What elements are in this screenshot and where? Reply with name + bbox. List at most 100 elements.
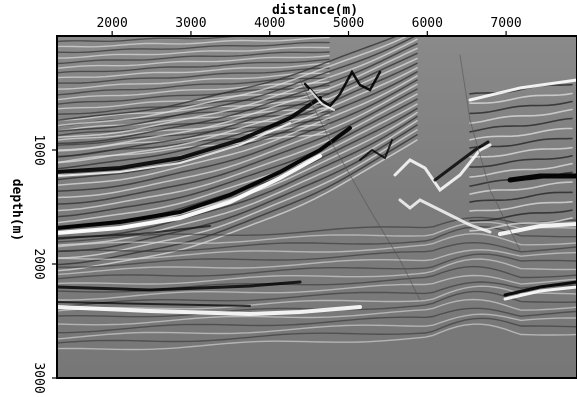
reflector-line <box>498 222 577 236</box>
reflector-line <box>57 41 330 54</box>
reflector-line <box>57 42 418 145</box>
reflector-line <box>57 253 577 280</box>
reflector-line <box>57 274 577 301</box>
x-axis-title: distance(m) <box>272 3 358 18</box>
reflector-line <box>469 108 573 124</box>
reflector-line <box>359 139 393 161</box>
reflector-line <box>57 119 418 246</box>
y-tick-label: 3000 <box>31 362 46 393</box>
y-axis-title: depth(m) <box>9 179 24 242</box>
seismic-image <box>57 36 577 378</box>
reflector-line <box>393 143 492 193</box>
reflector-line <box>503 280 577 297</box>
reflector-line <box>57 36 330 48</box>
reflector-line <box>469 201 573 212</box>
reflector-line <box>57 58 330 74</box>
reflector-line <box>57 36 409 127</box>
reflector-line <box>57 124 418 253</box>
x-tick-label: 6000 <box>412 16 443 31</box>
reflector-line <box>469 117 573 133</box>
reflector-line <box>469 92 573 104</box>
reflector-line <box>57 281 577 308</box>
reflector-line <box>57 62 418 170</box>
reflector-line <box>469 155 573 168</box>
reflector-line <box>57 83 418 199</box>
y-tick-label: 1000 <box>31 134 46 165</box>
y-axis-ticks: 1000 2000 3000 <box>31 134 57 394</box>
reflector-line <box>57 36 399 121</box>
reflector-line <box>57 258 577 285</box>
reflector-line <box>57 285 577 312</box>
reflector-line <box>57 81 330 101</box>
x-axis-ticks: 2000 3000 4000 5000 6000 7000 <box>96 16 522 36</box>
reflector-line <box>469 127 573 141</box>
reflector-line <box>469 191 573 203</box>
x-tick-label: 2000 <box>96 16 127 31</box>
reflector-line <box>57 67 330 84</box>
seismic-reflectors <box>57 36 577 351</box>
reflector-line <box>57 62 330 79</box>
reflector-line <box>57 84 330 105</box>
reflector-line <box>57 57 418 164</box>
reflector-line <box>309 89 335 111</box>
reflector-line <box>57 79 418 192</box>
reflector-line <box>57 307 577 334</box>
reflector-line <box>57 154 322 235</box>
reflector-line <box>57 305 362 317</box>
reflector-line <box>57 139 418 272</box>
reflector-line <box>468 78 577 102</box>
reflector-line <box>57 249 577 276</box>
reflector-line <box>303 69 382 108</box>
reflector-line <box>57 301 251 307</box>
reflector-line <box>57 126 352 230</box>
reflector-line <box>57 115 418 241</box>
reflector-line <box>57 46 330 59</box>
x-tick-label: 3000 <box>175 16 206 31</box>
plot-frame <box>56 35 577 379</box>
reflector-line <box>57 225 211 239</box>
reflector-line <box>503 285 577 301</box>
reflector-line <box>57 232 577 261</box>
reflector-line <box>469 100 573 115</box>
reflector-line <box>57 36 418 133</box>
reflector-line <box>469 146 573 158</box>
reflector-line <box>57 51 330 65</box>
x-tick-label: 5000 <box>333 16 364 31</box>
reflector-line <box>433 140 490 182</box>
reflector-line <box>57 88 418 205</box>
x-tick-label: 4000 <box>254 16 285 31</box>
reflector-line <box>57 134 418 266</box>
reflector-line <box>57 38 418 138</box>
reflector-line <box>57 216 577 243</box>
reflector-line <box>57 313 577 340</box>
reflector-line <box>57 96 322 174</box>
reflector-line <box>57 221 577 248</box>
reflector-line <box>57 72 330 90</box>
reflector-line <box>469 83 573 95</box>
reflector-line <box>57 47 418 151</box>
reflector-line <box>57 93 418 212</box>
y-tick-label: 2000 <box>31 248 46 279</box>
reflector-line <box>57 298 577 326</box>
reflector-line <box>469 162 573 178</box>
reflector-line <box>469 181 573 195</box>
reflector-line <box>57 98 330 121</box>
reflector-line <box>459 54 521 251</box>
reflector-line <box>57 317 577 344</box>
reflector-line <box>299 79 421 301</box>
reflector-line <box>469 209 573 222</box>
reflector-line <box>57 75 418 187</box>
reflector-line <box>57 98 418 218</box>
reflector-line <box>507 173 577 183</box>
reflector-line <box>57 280 302 292</box>
reflector-line <box>57 241 577 268</box>
reflector-line <box>57 323 577 351</box>
reflector-line <box>57 55 330 69</box>
x-tick-label: 7000 <box>490 16 521 31</box>
reflector-line <box>398 198 492 234</box>
reflector-line <box>57 225 577 253</box>
reflector-line <box>57 36 304 43</box>
reflector-line <box>469 217 573 232</box>
reflector-line <box>57 103 418 224</box>
